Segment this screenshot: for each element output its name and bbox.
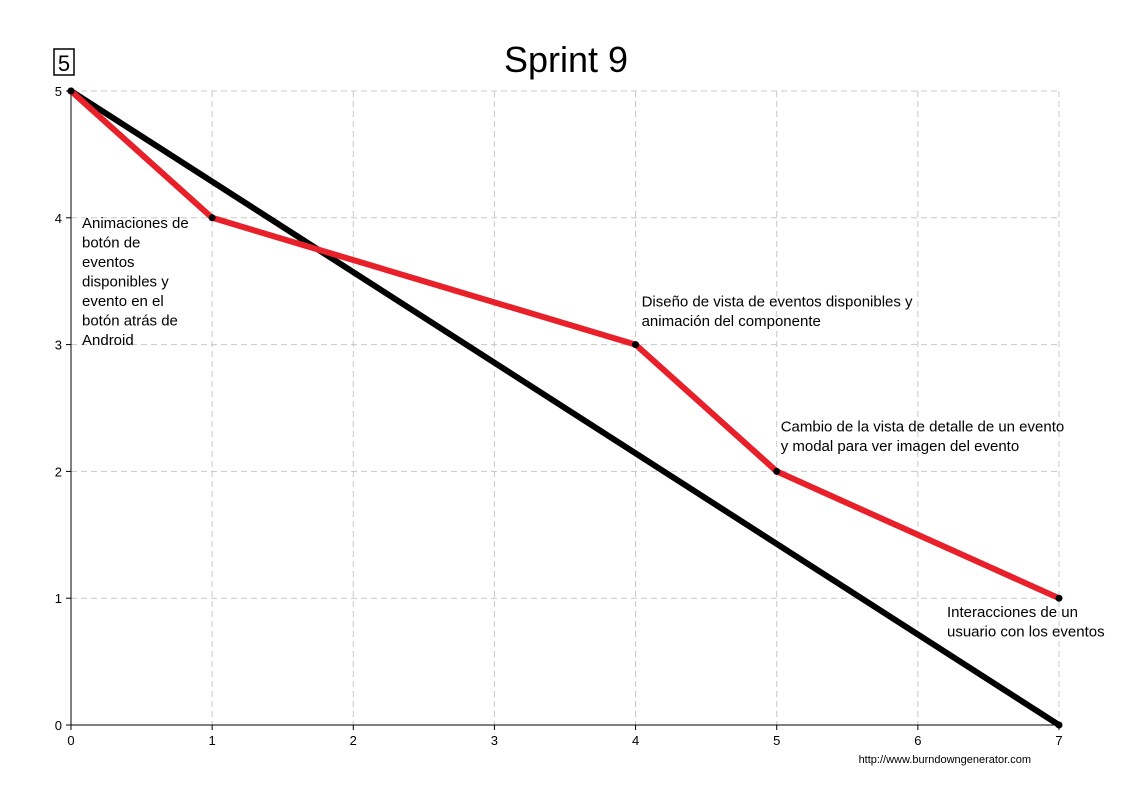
x-tick-label-2: 2 bbox=[350, 733, 357, 748]
x-tick-label-1: 1 bbox=[209, 733, 216, 748]
axes: 0 1 2 3 4 5 6 7 0 1 2 3 4 5 bbox=[55, 84, 1063, 748]
grid-lines bbox=[71, 90, 1060, 725]
y-tick-label-2: 2 bbox=[55, 464, 62, 479]
series-line-0 bbox=[68, 88, 1062, 728]
sprint-badge-box bbox=[53, 48, 75, 76]
data-point-1-4 bbox=[1055, 594, 1063, 602]
annotation-1-line-1: animación del componente bbox=[642, 313, 821, 330]
sprint-badge: 5 bbox=[53, 48, 75, 76]
x-tick-label-5: 5 bbox=[773, 733, 780, 748]
annotation-2-line-0: Cambio de la vista de detalle de un even… bbox=[781, 418, 1065, 435]
data-point-1-1 bbox=[208, 214, 216, 222]
annotation-3-line-0: Interacciones de un bbox=[947, 604, 1078, 621]
data-point-1-3 bbox=[773, 467, 781, 475]
data-point-1-2 bbox=[632, 341, 640, 349]
x-tick-label-6: 6 bbox=[914, 733, 921, 748]
annotation-0-line-0: Animaciones de bbox=[82, 215, 189, 232]
x-tick-label-0: 0 bbox=[67, 733, 74, 748]
y-tick-label-1: 1 bbox=[55, 591, 62, 606]
annotation-0-line-3: disponibles y bbox=[82, 273, 169, 290]
data-point-1-0 bbox=[67, 87, 75, 95]
annotation-0-line-6: Android bbox=[82, 332, 134, 349]
y-tick-label-4: 4 bbox=[55, 211, 62, 226]
data-points bbox=[67, 87, 1063, 729]
series-lines bbox=[68, 88, 1062, 728]
annotation-1-line-0: Diseño de vista de eventos disponibles y bbox=[642, 294, 913, 311]
y-tick-label-0: 0 bbox=[55, 718, 62, 733]
annotation-3-line-1: usuario con los eventos bbox=[947, 624, 1105, 641]
annotation-0-line-1: botón de bbox=[82, 234, 140, 251]
annotation-2-line-1: y modal para ver imagen del evento bbox=[781, 438, 1019, 455]
sprint-badge-label: 5 bbox=[58, 51, 70, 76]
x-tick-label-7: 7 bbox=[1055, 733, 1062, 748]
footer-url: http://www.burndowngenerator.com bbox=[859, 754, 1031, 766]
annotations: Animaciones de botón de eventos disponibles… bbox=[82, 215, 1105, 641]
y-tick-label-5: 5 bbox=[55, 84, 62, 99]
annotation-0-line-2: eventos bbox=[82, 254, 135, 271]
data-point-0-1 bbox=[1055, 721, 1063, 729]
annotation-0-line-4: evento en el bbox=[82, 293, 164, 310]
x-tick-label-4: 4 bbox=[632, 733, 639, 748]
chart-title: Sprint 9 bbox=[504, 39, 628, 80]
x-tick-label-3: 3 bbox=[491, 733, 498, 748]
annotation-0-line-5: botón atrás de bbox=[82, 312, 178, 329]
y-tick-label-3: 3 bbox=[55, 338, 62, 353]
